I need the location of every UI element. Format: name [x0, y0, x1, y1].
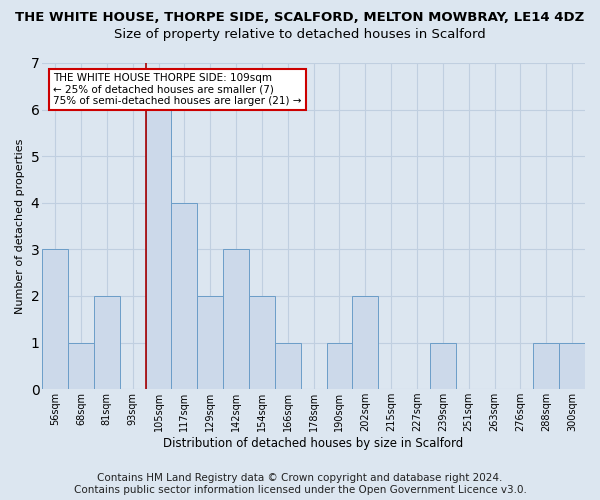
- Bar: [533, 342, 559, 389]
- Text: THE WHITE HOUSE THORPE SIDE: 109sqm
← 25% of detached houses are smaller (7)
75%: THE WHITE HOUSE THORPE SIDE: 109sqm ← 25…: [53, 73, 302, 106]
- Bar: [146, 110, 172, 389]
- Bar: [42, 250, 68, 389]
- Bar: [172, 203, 197, 389]
- X-axis label: Distribution of detached houses by size in Scalford: Distribution of detached houses by size …: [163, 437, 464, 450]
- Bar: [94, 296, 120, 389]
- Text: Contains HM Land Registry data © Crown copyright and database right 2024.
Contai: Contains HM Land Registry data © Crown c…: [74, 474, 526, 495]
- Text: THE WHITE HOUSE, THORPE SIDE, SCALFORD, MELTON MOWBRAY, LE14 4DZ: THE WHITE HOUSE, THORPE SIDE, SCALFORD, …: [16, 11, 584, 24]
- Bar: [197, 296, 223, 389]
- Bar: [352, 296, 378, 389]
- Bar: [68, 342, 94, 389]
- Bar: [326, 342, 352, 389]
- Bar: [430, 342, 456, 389]
- Bar: [223, 250, 249, 389]
- Y-axis label: Number of detached properties: Number of detached properties: [15, 138, 25, 314]
- Text: Size of property relative to detached houses in Scalford: Size of property relative to detached ho…: [114, 28, 486, 41]
- Bar: [275, 342, 301, 389]
- Bar: [559, 342, 585, 389]
- Bar: [249, 296, 275, 389]
